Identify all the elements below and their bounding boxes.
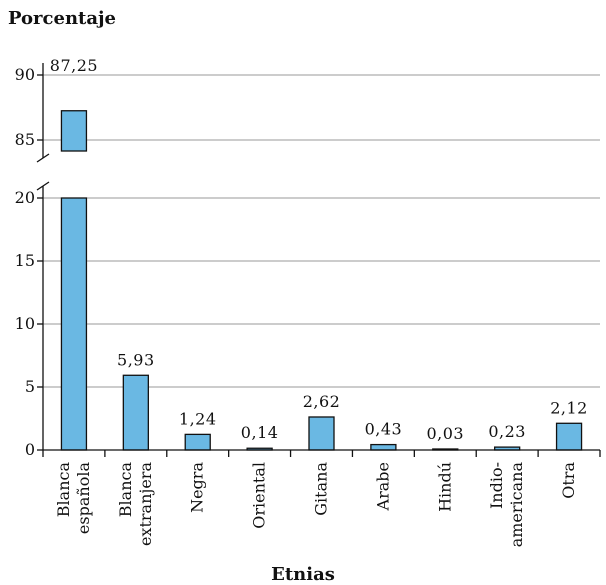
category-label-line: Hindú xyxy=(435,462,454,512)
category-label-line: Otra xyxy=(559,462,578,499)
data-labels: 87,25 5,93 1,24 0,14 2,62 0,43 0,03 0,23 2,12 xyxy=(50,56,588,443)
y-axis-title: Porcentaje xyxy=(8,8,116,29)
data-label: 2,12 xyxy=(550,398,588,417)
y-tick-label: 5 xyxy=(25,377,35,396)
axis-break-slash xyxy=(36,181,50,191)
data-label: 2,62 xyxy=(303,392,341,411)
axes xyxy=(36,63,600,451)
gridlines xyxy=(43,74,600,388)
axis-break-slash xyxy=(36,153,50,163)
data-label: 0,43 xyxy=(365,420,403,439)
data-label: 5,93 xyxy=(117,350,155,369)
x-axis-title: Etnias xyxy=(271,564,335,585)
data-label: 87,25 xyxy=(50,56,98,75)
category-label: Otra xyxy=(559,462,578,499)
bar-upper-segment xyxy=(60,110,88,152)
bar xyxy=(370,443,397,451)
category-label-line: Oriental xyxy=(250,462,269,529)
y-tick-label: 85 xyxy=(15,130,35,149)
category-label: Blanca española xyxy=(54,462,93,535)
bar xyxy=(122,374,149,451)
category-label: Blanca extranjera xyxy=(116,462,155,546)
bar xyxy=(184,433,211,451)
category-label: Indio-americana xyxy=(487,462,526,548)
bar xyxy=(60,197,88,451)
category-label-line: Gitana xyxy=(312,462,331,516)
axis-break-marks xyxy=(36,153,50,191)
y-tick-labels: 0 5 10 15 20 85 90 xyxy=(15,65,43,459)
bar xyxy=(555,422,583,451)
x-tick-marks xyxy=(42,450,601,457)
category-label: Negra xyxy=(188,462,207,513)
y-tick-label: 90 xyxy=(15,65,35,84)
category-label-line: americana xyxy=(507,462,526,548)
category-label-line: Indio- xyxy=(487,462,506,509)
bars xyxy=(60,110,583,451)
category-label-line: Arabe xyxy=(373,462,392,511)
category-label: Arabe xyxy=(373,462,392,511)
y-tick-label: 15 xyxy=(15,251,35,270)
bar xyxy=(308,416,335,451)
category-label-line: Blanca xyxy=(116,462,135,518)
category-label-line: extranjera xyxy=(136,462,155,546)
category-label-line: Blanca xyxy=(54,462,73,518)
y-tick-label: 0 xyxy=(25,440,35,459)
category-label: Oriental xyxy=(250,462,269,529)
category-labels: Blanca española Blanca extranjera Negra Orien… xyxy=(54,462,578,548)
data-label: 1,24 xyxy=(179,409,217,428)
category-label: Gitana xyxy=(312,462,331,516)
y-tick-label: 20 xyxy=(15,188,35,207)
data-label: 0,23 xyxy=(488,422,526,441)
category-label: Hindú xyxy=(435,462,454,512)
category-label-line: española xyxy=(74,462,93,535)
y-tick-label: 10 xyxy=(15,314,35,333)
category-label-line: Negra xyxy=(188,462,207,513)
data-label: 0,14 xyxy=(241,423,279,442)
data-label: 0,03 xyxy=(426,424,464,443)
